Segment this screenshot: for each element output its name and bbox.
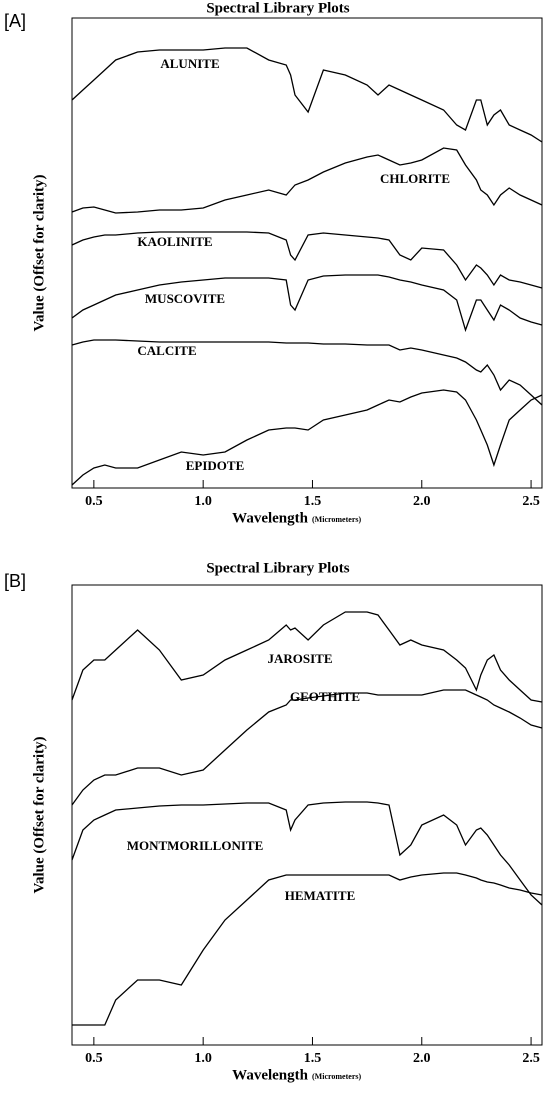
x-tick-label: 1.0 xyxy=(194,494,212,509)
series-label: JAROSITE xyxy=(267,651,332,666)
spectrum-line xyxy=(71,689,543,806)
spectrum-line xyxy=(71,611,543,703)
x-tick-label: 0.5 xyxy=(85,494,103,509)
spectrum-line xyxy=(71,274,543,333)
series-label: CALCITE xyxy=(137,343,196,358)
spectrum-line xyxy=(71,801,543,906)
spectrum-line xyxy=(71,339,543,406)
series-label: GEOTHITE xyxy=(290,689,360,704)
panel-label: [B] xyxy=(4,571,26,591)
spectrum-line xyxy=(71,389,543,486)
series-label: MUSCOVITE xyxy=(145,291,225,306)
y-axis-label: Value (Offset for clarity) xyxy=(31,736,47,893)
x-axis-label: Wavelength xyxy=(232,1067,308,1083)
panel-label: [A] xyxy=(4,11,26,31)
x-tick-label: 2.5 xyxy=(522,1051,540,1066)
x-tick-label: 1.0 xyxy=(194,1051,212,1066)
x-tick-label: 2.0 xyxy=(413,494,431,509)
y-axis-label: Value (Offset for clarity) xyxy=(31,174,47,331)
spectrum-line xyxy=(71,231,543,289)
series-label: HEMATITE xyxy=(285,888,356,903)
x-axis-units: (Micrometers) xyxy=(312,1072,361,1081)
x-tick-label: 1.5 xyxy=(304,494,322,509)
x-tick-label: 1.5 xyxy=(304,1051,322,1066)
spectrum-line xyxy=(71,147,543,214)
series-label: CHLORITE xyxy=(380,171,450,186)
series-label: EPIDOTE xyxy=(186,458,245,473)
series-label: KAOLINITE xyxy=(137,234,212,249)
spectrum-line xyxy=(72,872,543,1026)
series-label: ALUNITE xyxy=(160,56,219,71)
x-tick-label: 0.5 xyxy=(85,1051,103,1066)
spectrum-line xyxy=(71,47,543,143)
plot-frame xyxy=(71,17,543,489)
series-label: MONTMORILLONITE xyxy=(127,838,264,853)
plot-frame xyxy=(71,584,543,1046)
x-axis-units: (Micrometers) xyxy=(312,515,361,524)
chart-title: Spectral Library Plots xyxy=(206,560,349,576)
x-tick-label: 2.0 xyxy=(413,1051,431,1066)
x-tick-label: 2.5 xyxy=(522,494,540,509)
chart-title: Spectral Library Plots xyxy=(206,0,349,16)
x-axis-label: Wavelength xyxy=(232,510,308,526)
